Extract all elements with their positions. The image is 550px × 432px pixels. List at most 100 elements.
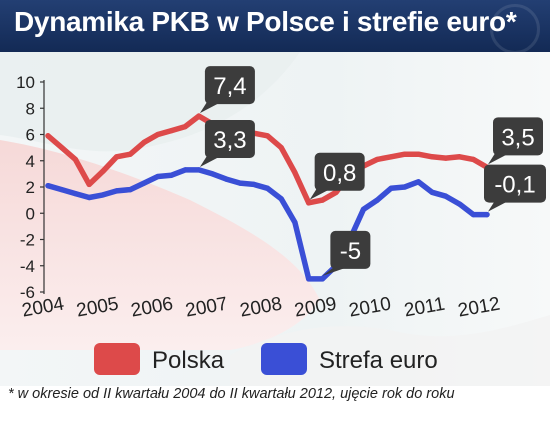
callout: 3,5 <box>488 117 543 165</box>
data-point <box>45 183 51 189</box>
data-point <box>100 168 106 174</box>
data-point <box>86 181 92 187</box>
data-point <box>59 145 65 151</box>
data-point <box>278 196 284 202</box>
legend-swatch-strefa-euro <box>261 343 307 375</box>
callout: -5 <box>322 230 371 276</box>
data-point <box>470 212 476 218</box>
callout-box <box>484 164 546 203</box>
title-bar: Dynamika PKB w Polsce i strefie euro* <box>0 0 550 54</box>
data-point <box>319 197 325 203</box>
data-point <box>100 192 106 198</box>
data-point <box>388 185 394 191</box>
callout-box <box>493 117 543 156</box>
y-tick-label: -6 <box>20 283 35 302</box>
data-point <box>155 173 161 180</box>
data-point <box>457 201 463 207</box>
data-point <box>72 156 78 162</box>
data-point <box>114 154 120 160</box>
callout-pointer <box>309 188 331 200</box>
callout-pointer <box>199 155 221 167</box>
data-point <box>360 206 367 212</box>
data-point <box>415 179 421 185</box>
callout: 0,8 <box>309 152 365 200</box>
legend-label-polska: Polska <box>152 347 225 374</box>
data-point <box>210 171 216 177</box>
data-point <box>402 151 408 157</box>
callout-pointer <box>322 266 349 276</box>
callout: -0,1 <box>484 164 546 212</box>
callout-label: 3,3 <box>213 127 246 154</box>
chart-title: Dynamika PKB w Polsce i strefie euro* <box>14 6 517 37</box>
y-tick-label: 10 <box>16 73 35 92</box>
data-point <box>251 181 257 187</box>
data-point <box>319 276 325 282</box>
legend-item-polska: Polska <box>94 343 225 375</box>
data-point <box>306 276 312 282</box>
footnote: * w okresie od II kwartału 2004 do II kw… <box>8 386 455 402</box>
background-flag <box>0 52 550 386</box>
callout-pointer <box>488 200 509 212</box>
data-point <box>429 189 435 195</box>
callout-pointer <box>488 153 509 165</box>
callout-box <box>314 152 365 191</box>
callout-label: -0,1 <box>494 172 535 199</box>
data-point <box>155 131 161 138</box>
data-point <box>264 185 271 191</box>
data-point <box>306 200 312 206</box>
legend-item-strefa-euro: Strefa euro <box>261 343 438 375</box>
data-point <box>443 193 449 199</box>
data-point <box>429 154 435 160</box>
callout-box <box>330 230 371 269</box>
data-point <box>402 184 408 190</box>
data-point <box>196 113 202 119</box>
data-point <box>72 191 78 197</box>
data-point <box>264 133 271 139</box>
data-point <box>388 154 394 160</box>
callout-label: -5 <box>340 238 361 265</box>
data-point <box>457 154 463 160</box>
y-tick-label: 0 <box>26 204 35 223</box>
data-point <box>333 189 339 195</box>
callout: 3,3 <box>199 119 255 167</box>
y-tick-label: -2 <box>20 231 35 250</box>
data-point <box>484 212 490 218</box>
data-point <box>443 155 449 161</box>
legend: Polska Strefa euro <box>94 343 438 375</box>
data-point <box>141 180 147 186</box>
data-point <box>114 188 120 194</box>
data-point <box>182 167 188 173</box>
data-point <box>374 156 380 162</box>
legend-swatch-polska <box>94 343 140 375</box>
callouts: 7,4 3,3 0,8 -5 3,5 -0,1 <box>199 66 546 276</box>
data-point <box>168 128 175 134</box>
data-point <box>168 172 175 178</box>
data-point <box>470 156 476 162</box>
y-tick-label: 4 <box>26 152 35 171</box>
data-point <box>278 145 284 151</box>
callout-label: 0,8 <box>323 160 356 187</box>
data-point <box>141 139 147 145</box>
y-tick-label: 6 <box>26 126 35 145</box>
callout-box <box>204 119 255 158</box>
data-point <box>45 133 51 139</box>
data-point <box>59 187 65 193</box>
y-tick-label: 8 <box>26 99 35 118</box>
data-point <box>415 151 421 157</box>
callout-label: 7,4 <box>213 73 246 100</box>
data-point <box>374 197 380 203</box>
data-point <box>223 176 229 182</box>
legend-label-strefa-euro: Strefa euro <box>319 347 438 374</box>
y-tick-label: -4 <box>20 257 35 276</box>
callout-pointer <box>199 102 221 114</box>
data-point <box>127 187 133 193</box>
data-point <box>196 167 202 173</box>
data-point <box>127 151 133 157</box>
callout-label: 3,5 <box>501 124 534 151</box>
callout: 7,4 <box>199 66 255 114</box>
data-point <box>292 170 298 176</box>
data-point <box>237 180 243 186</box>
callout-box <box>204 66 255 105</box>
